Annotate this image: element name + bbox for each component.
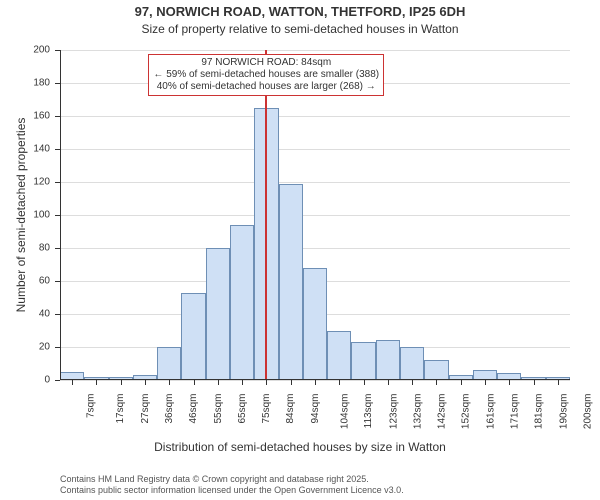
- histogram-bar: [206, 248, 230, 380]
- x-tick-label: 113sqm: [363, 394, 374, 429]
- x-tick-label: 161sqm: [485, 394, 496, 430]
- histogram-bar: [327, 331, 351, 381]
- y-tick-label: 180: [0, 78, 50, 89]
- x-tick-mark: [534, 380, 535, 385]
- histogram-bar: [181, 293, 205, 380]
- x-tick-label: 132sqm: [412, 394, 423, 430]
- annotation-line-2: ← 59% of semi-detached houses are smalle…: [153, 69, 379, 81]
- x-tick-mark: [388, 380, 389, 385]
- x-tick-label: 27sqm: [140, 394, 151, 424]
- y-tick-label: 0: [0, 375, 50, 386]
- x-tick-label: 84sqm: [285, 394, 296, 424]
- x-tick-label: 55sqm: [213, 394, 224, 424]
- histogram-bar: [376, 340, 400, 380]
- footer-line-2: Contains public sector information licen…: [60, 485, 404, 496]
- y-tick-mark: [55, 83, 60, 84]
- x-axis-label: Distribution of semi-detached houses by …: [0, 440, 600, 454]
- x-tick-mark: [558, 380, 559, 385]
- annotation-line-1: 97 NORWICH ROAD: 84sqm: [153, 57, 379, 69]
- x-tick-label: 181sqm: [534, 394, 545, 430]
- x-tick-mark: [509, 380, 510, 385]
- y-tick-mark: [55, 50, 60, 51]
- y-tick-label: 120: [0, 177, 50, 188]
- x-tick-mark: [339, 380, 340, 385]
- y-tick-mark: [55, 314, 60, 315]
- x-tick-mark: [315, 380, 316, 385]
- histogram-bar: [157, 347, 181, 380]
- y-tick-label: 60: [0, 276, 50, 287]
- y-tick-mark: [55, 380, 60, 381]
- x-tick-label: 152sqm: [461, 394, 472, 430]
- x-tick-label: 7sqm: [86, 394, 97, 418]
- x-tick-label: 65sqm: [237, 394, 248, 424]
- x-tick-mark: [364, 380, 365, 385]
- histogram-bar: [303, 268, 327, 380]
- histogram-bar: [279, 184, 303, 380]
- x-tick-mark: [72, 380, 73, 385]
- x-tick-mark: [194, 380, 195, 385]
- x-tick-mark: [218, 380, 219, 385]
- x-tick-mark: [266, 380, 267, 385]
- x-tick-mark: [412, 380, 413, 385]
- x-tick-mark: [436, 380, 437, 385]
- annotation-line-3: 40% of semi-detached houses are larger (…: [153, 81, 379, 93]
- chart-title: 97, NORWICH ROAD, WATTON, THETFORD, IP25…: [0, 4, 600, 19]
- x-tick-label: 200sqm: [582, 394, 593, 430]
- annotation-box: 97 NORWICH ROAD: 84sqm ← 59% of semi-det…: [148, 54, 384, 96]
- y-tick-label: 100: [0, 210, 50, 221]
- y-tick-mark: [55, 281, 60, 282]
- y-axis-line: [60, 50, 61, 380]
- y-tick-label: 200: [0, 45, 50, 56]
- x-tick-mark: [461, 380, 462, 385]
- x-tick-label: 17sqm: [115, 394, 126, 424]
- x-tick-label: 36sqm: [164, 394, 175, 424]
- x-tick-label: 46sqm: [188, 394, 199, 424]
- x-tick-label: 142sqm: [437, 394, 448, 430]
- y-tick-mark: [55, 248, 60, 249]
- plot-area: 97 NORWICH ROAD: 84sqm ← 59% of semi-det…: [60, 50, 570, 380]
- footer-attribution: Contains HM Land Registry data © Crown c…: [60, 474, 404, 497]
- x-tick-mark: [485, 380, 486, 385]
- y-tick-mark: [55, 149, 60, 150]
- x-tick-label: 190sqm: [558, 394, 569, 430]
- histogram-bar: [400, 347, 424, 380]
- reference-line: [265, 50, 267, 380]
- gridline: [60, 182, 570, 183]
- x-tick-mark: [169, 380, 170, 385]
- y-tick-label: 80: [0, 243, 50, 254]
- y-tick-label: 160: [0, 111, 50, 122]
- chart-container: 97, NORWICH ROAD, WATTON, THETFORD, IP25…: [0, 0, 600, 500]
- chart-subtitle: Size of property relative to semi-detach…: [0, 22, 600, 36]
- x-tick-mark: [145, 380, 146, 385]
- x-tick-label: 75sqm: [261, 394, 272, 424]
- x-tick-label: 123sqm: [388, 394, 399, 430]
- x-tick-mark: [121, 380, 122, 385]
- y-tick-mark: [55, 347, 60, 348]
- x-tick-label: 94sqm: [310, 394, 321, 424]
- x-tick-mark: [291, 380, 292, 385]
- x-tick-label: 104sqm: [340, 394, 351, 430]
- y-tick-label: 40: [0, 309, 50, 320]
- gridline: [60, 215, 570, 216]
- histogram-bar: [230, 225, 254, 380]
- y-tick-mark: [55, 215, 60, 216]
- x-tick-mark: [242, 380, 243, 385]
- histogram-bar: [424, 360, 448, 380]
- gridline: [60, 116, 570, 117]
- gridline: [60, 248, 570, 249]
- histogram-bar: [351, 342, 375, 380]
- x-tick-mark: [96, 380, 97, 385]
- gridline: [60, 50, 570, 51]
- y-tick-mark: [55, 116, 60, 117]
- footer-line-1: Contains HM Land Registry data © Crown c…: [60, 474, 404, 485]
- gridline: [60, 149, 570, 150]
- y-tick-label: 20: [0, 342, 50, 353]
- y-tick-label: 140: [0, 144, 50, 155]
- x-tick-label: 171sqm: [510, 394, 521, 430]
- y-tick-mark: [55, 182, 60, 183]
